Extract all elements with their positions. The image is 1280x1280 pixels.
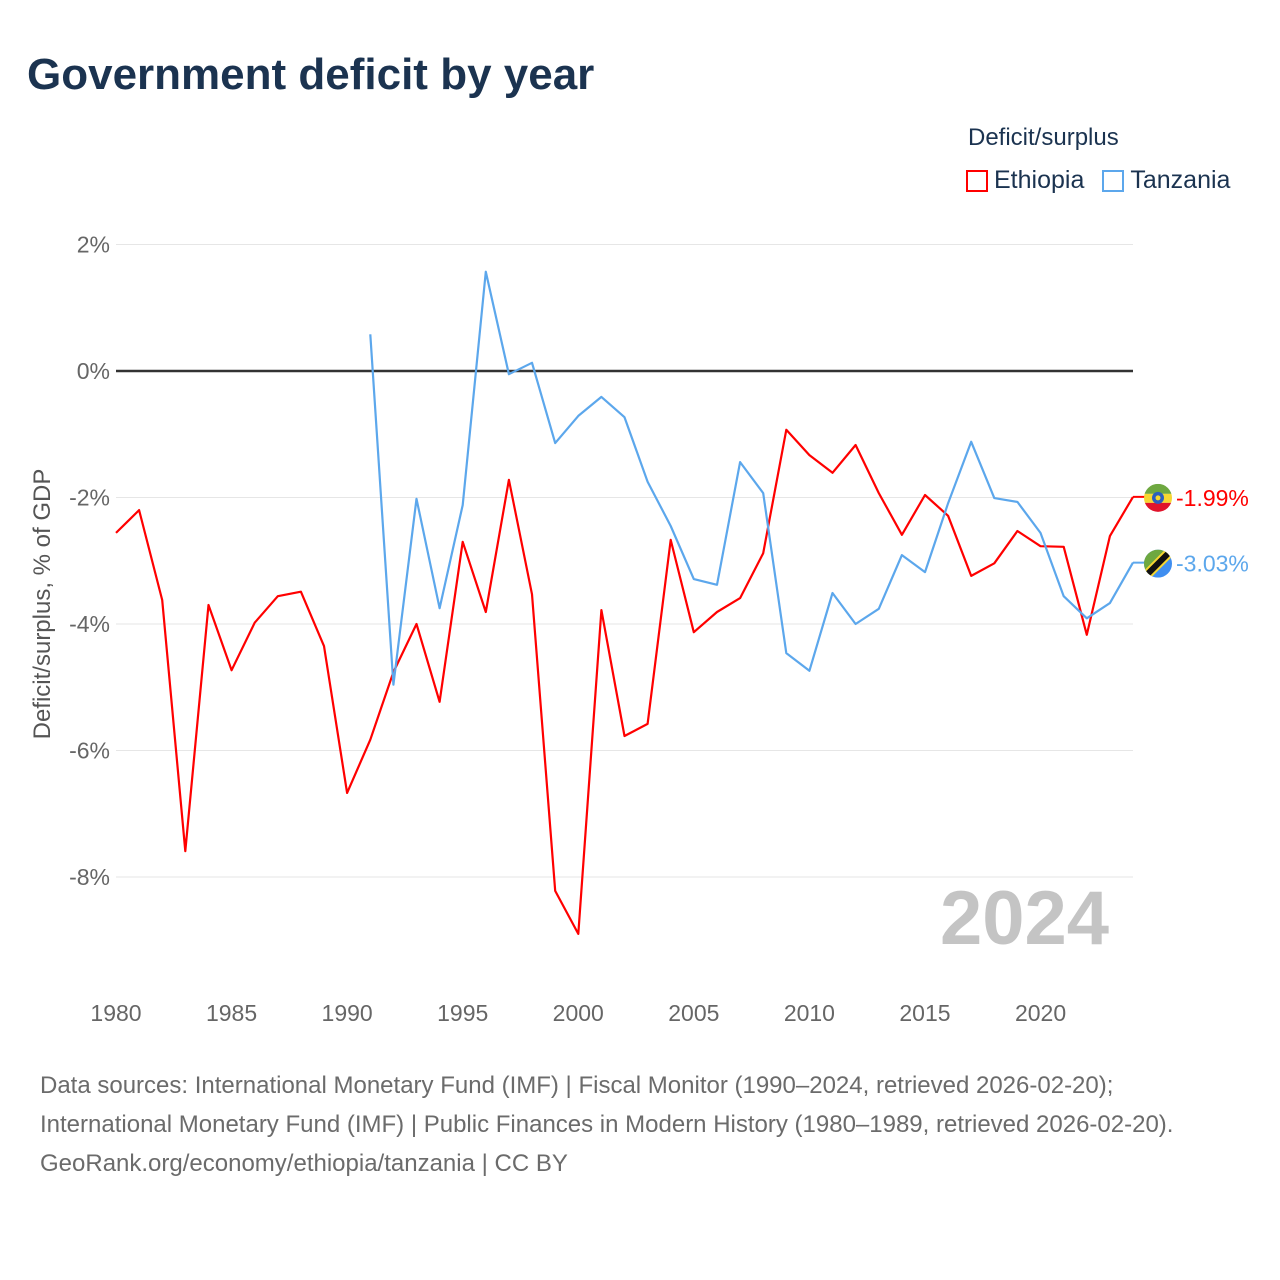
y-tick-label: 2%: [77, 232, 110, 258]
x-tick-label: 1995: [437, 1000, 488, 1026]
x-tick-label: 1985: [206, 1000, 257, 1026]
x-tick-label: 1980: [90, 1000, 141, 1026]
x-tick-label: 2020: [1015, 1000, 1066, 1026]
legend-swatch-ethiopia: [966, 169, 988, 192]
y-tick-label: -8%: [69, 864, 110, 890]
legend-label-tanzania: Tanzania: [1130, 166, 1231, 194]
legend: Ethiopia Tanzania: [966, 166, 1230, 195]
tanzania-flag-icon: [1144, 549, 1172, 578]
legend-swatch-tanzania: [1102, 169, 1125, 192]
year-watermark: 2024: [940, 876, 1110, 961]
ethiopia-flag-icon: [1144, 483, 1172, 512]
footer: Data sources: International Monetary Fun…: [40, 1066, 1240, 1183]
x-tick-label: 2000: [553, 1000, 604, 1026]
y-tick-label: -4%: [69, 611, 110, 637]
legend-title: Deficit/surplus: [968, 124, 1119, 151]
end-value-label-tanzania: -3.03%: [1176, 551, 1249, 577]
y-axis-label: Deficit/surplus, % of GDP: [29, 469, 56, 740]
y-tick-label: 0%: [77, 358, 110, 384]
series-line-tanzania: [369, 270, 1134, 686]
y-tick-label: -6%: [69, 738, 110, 764]
x-tick-label: 2015: [899, 1000, 950, 1026]
end-value-label-ethiopia: -1.99%: [1176, 485, 1249, 511]
legend-label-ethiopia: Ethiopia: [994, 166, 1085, 194]
chart-title: Government deficit by year: [27, 50, 595, 99]
series-line-ethiopia: [115, 428, 1134, 936]
credit-link[interactable]: GeoRank.org/economy/ethiopia/tanzania | …: [40, 1150, 568, 1177]
x-tick-label: 2010: [784, 1000, 835, 1026]
legend-item-tanzania[interactable]: Tanzania: [1102, 166, 1230, 195]
data-sources: Data sources: International Monetary Fun…: [40, 1072, 1174, 1138]
x-tick-label: 1990: [322, 1000, 373, 1026]
legend-item-ethiopia[interactable]: Ethiopia: [966, 166, 1084, 195]
y-tick-label: -2%: [69, 485, 110, 511]
x-tick-label: 2005: [668, 1000, 719, 1026]
